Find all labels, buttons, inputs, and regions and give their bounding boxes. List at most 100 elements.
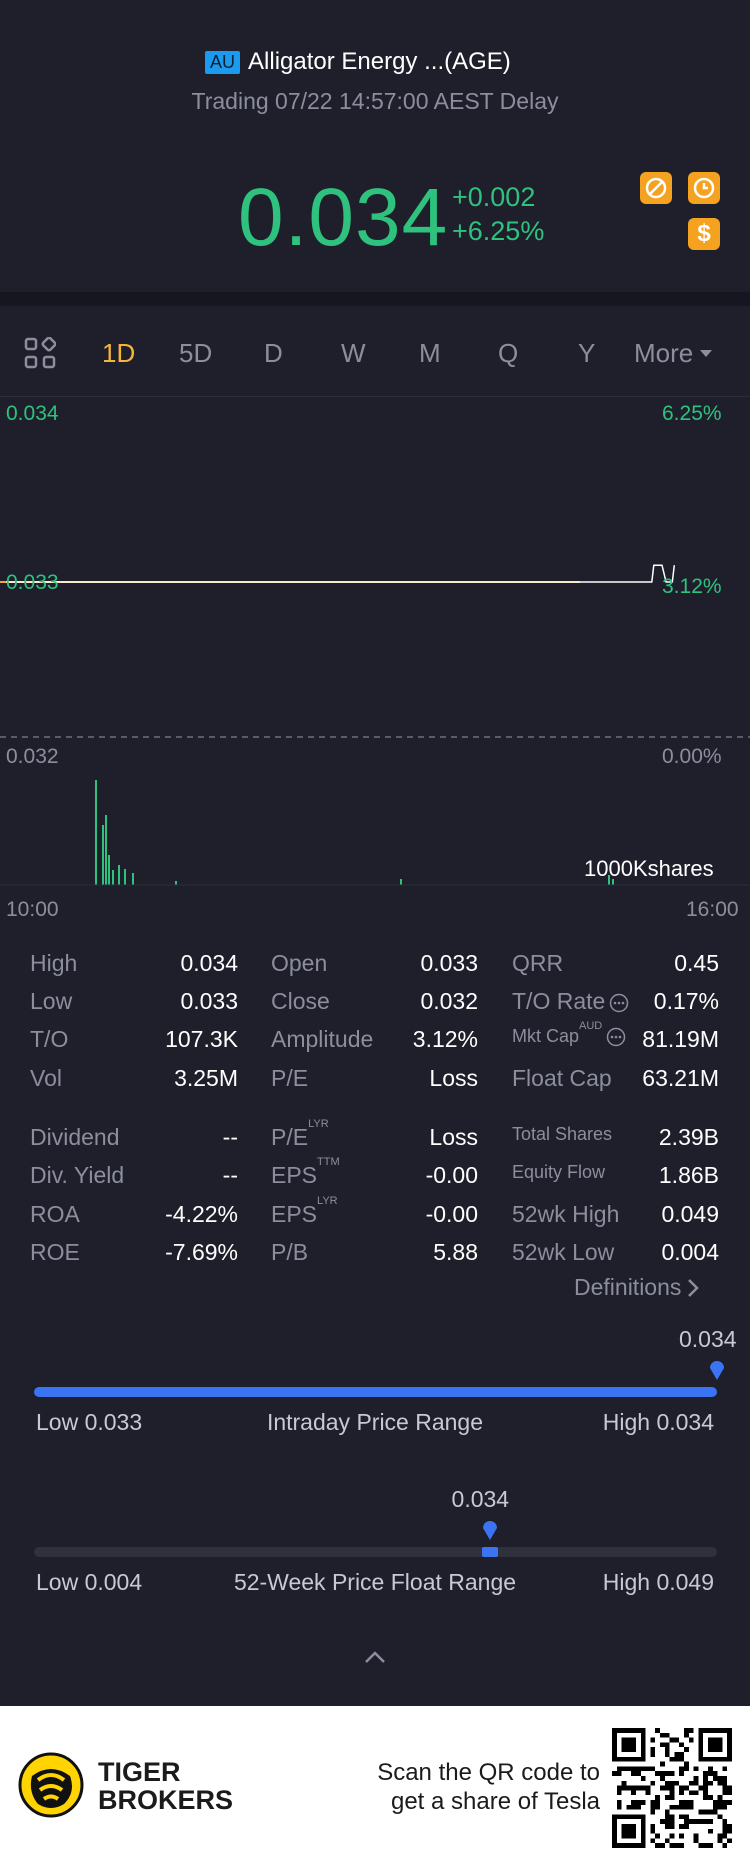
stat-label: P/E — [271, 1065, 309, 1091]
intraday-chart[interactable] — [0, 397, 750, 897]
stat-value: 0.033 — [420, 950, 478, 976]
quote-header: AU Alligator Energy ...(AGE) Trading 07/… — [0, 0, 750, 292]
volume-bars — [95, 780, 614, 885]
stat-value: 0.034 — [180, 950, 238, 976]
intraday-low: Low 0.033 — [36, 1409, 143, 1435]
week52-range-title: 52-Week Price Float Range — [233, 1569, 517, 1595]
volume-bar — [102, 825, 104, 885]
tab-more[interactable]: More — [634, 338, 713, 369]
stat-value: 0.049 — [661, 1201, 719, 1227]
stat-value: 0.45 — [674, 950, 719, 976]
definitions-link[interactable]: Definitions — [574, 1274, 700, 1301]
tiger-logo-icon — [18, 1752, 84, 1823]
stat-value: -- — [222, 1124, 238, 1150]
intraday-range-title: Intraday Price Range — [266, 1409, 484, 1435]
stat-label: Close — [271, 988, 330, 1014]
stat-value: -7.69% — [165, 1239, 238, 1265]
intraday-range-bar — [34, 1387, 717, 1397]
stat-label: EPSTTM — [271, 1156, 340, 1188]
tab-m[interactable]: M — [419, 338, 441, 368]
stat-value: 3.12% — [412, 1026, 478, 1052]
stat-label: 52wk Low — [512, 1239, 615, 1265]
stat-value: 63.21M — [642, 1065, 719, 1091]
tab-y[interactable]: Y — [578, 338, 596, 368]
qr-code-icon[interactable] — [612, 1728, 732, 1853]
stat-value: 0.17% — [653, 988, 719, 1014]
stat-value: -- — [222, 1162, 238, 1188]
volume-bar — [95, 780, 97, 885]
week52-low: Low 0.004 — [36, 1569, 143, 1595]
stat-label: Float Cap — [512, 1065, 612, 1091]
pct-axis-mid: 3.12% — [662, 575, 722, 598]
stock-title-row[interactable]: AU Alligator Energy ...(AGE) — [205, 48, 511, 76]
intraday-current-value: 0.034 — [679, 1326, 737, 1352]
price-axis-bottom: 0.032 — [6, 745, 59, 768]
volume-bar — [108, 855, 110, 885]
stat-label: 52wk High — [512, 1201, 620, 1227]
scan-line-1: Scan the QR code to — [377, 1759, 600, 1786]
price-axis-mid: 0.033 — [6, 571, 59, 594]
volume-bar — [124, 869, 126, 885]
chevron-right-icon — [688, 1278, 700, 1297]
stat-label: Equity Flow — [512, 1162, 606, 1182]
tab-q[interactable]: Q — [498, 338, 519, 368]
stats-grid: High 0.034 Low 0.033 T/O 107.3K Vol 3.25M Divide… — [0, 950, 750, 1310]
dollar-icon[interactable]: $ — [688, 218, 720, 250]
intraday-range: 0.034 Low 0.033 Intraday Price Range Hig… — [0, 1318, 750, 1438]
stat-value: -0.00 — [425, 1201, 478, 1227]
volume-bar — [118, 865, 120, 885]
stat-value: 5.88 — [433, 1239, 478, 1265]
stat-label: QRR — [512, 950, 564, 976]
market-badge: AU — [205, 50, 241, 74]
stat-label: Open — [271, 950, 328, 976]
volume-bar — [112, 870, 114, 885]
price-axis-top: 0.034 — [6, 402, 59, 425]
tab-more-label: More — [634, 338, 694, 368]
stat-value: 0.004 — [661, 1239, 719, 1265]
section-divider — [0, 292, 750, 306]
time-axis-start: 10:00 — [6, 898, 59, 921]
stat-value: 0.032 — [420, 988, 478, 1014]
tab-1d[interactable]: 1D — [102, 338, 136, 368]
stat-label: Dividend — [30, 1124, 120, 1150]
stat-label: Low — [30, 988, 73, 1014]
price-change: +0.002 — [452, 182, 536, 212]
tab-w[interactable]: W — [341, 338, 366, 368]
period-tabbar — [0, 306, 750, 397]
stock-title: Alligator Energy ...(AGE) — [248, 48, 511, 75]
volume-bar — [132, 873, 134, 885]
grid-menu-icon[interactable] — [24, 336, 57, 374]
stat-label: ROA — [30, 1201, 80, 1227]
stat-label: T/O — [30, 1026, 69, 1052]
price-line — [6, 564, 676, 583]
last-price: 0.034 — [238, 172, 449, 263]
stat-label: Div. Yield — [30, 1162, 125, 1188]
week52-range-track — [34, 1547, 717, 1557]
stat-value: -4.22% — [165, 1201, 238, 1227]
info-dots-icon[interactable] — [609, 993, 629, 1013]
pct-axis-bottom: 0.00% — [662, 745, 722, 768]
volume-bar — [612, 879, 614, 885]
brand-line-1: TIGER — [98, 1757, 181, 1787]
tab-d[interactable]: D — [264, 338, 283, 368]
stat-value: -0.00 — [425, 1162, 478, 1188]
clock-icon[interactable] — [688, 172, 720, 204]
week52-current-value: 0.034 — [451, 1486, 510, 1512]
stat-label: Vol — [30, 1065, 62, 1091]
stat-label: Mkt CapAUD — [512, 1020, 626, 1047]
week52-range: 0.034 Low 0.004 52-Week Price Float Rang… — [0, 1478, 750, 1598]
stat-value: Loss — [429, 1124, 478, 1150]
map-pin-icon — [710, 1361, 724, 1380]
trading-status: Trading 07/22 14:57:00 AEST Delay — [191, 88, 559, 114]
tab-5d[interactable]: 5D — [179, 338, 213, 368]
stat-value: 3.25M — [174, 1065, 238, 1091]
week52-high: High 0.049 — [602, 1569, 714, 1595]
stat-value: 107.3K — [165, 1026, 238, 1052]
no-short-icon[interactable] — [640, 172, 672, 204]
promo-footer: TIGER BROKERS Scan the QR code to get a … — [0, 1706, 750, 1868]
collapse-chevron-up-icon[interactable] — [364, 1650, 386, 1669]
scan-line-2: get a share of Tesla — [390, 1788, 600, 1815]
time-axis-end: 16:00 — [686, 898, 739, 921]
info-dots-icon[interactable] — [606, 1027, 626, 1047]
volume-scale-label: 1000Kshares — [584, 856, 714, 881]
